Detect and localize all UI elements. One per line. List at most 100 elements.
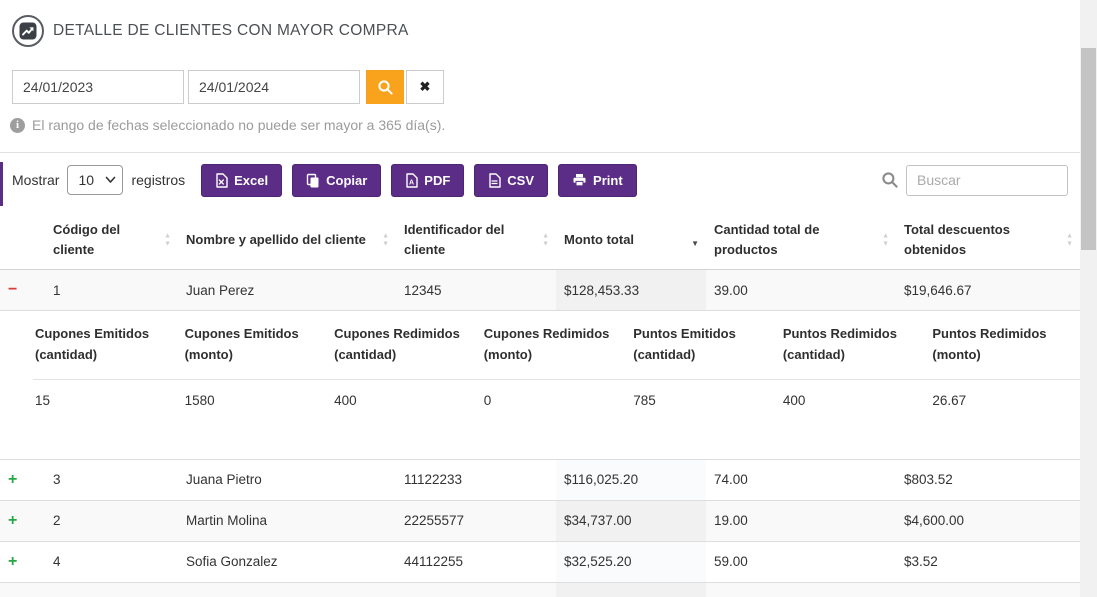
- cell-quantity: 39.00: [714, 282, 748, 298]
- show-label: Mostrar: [12, 172, 60, 188]
- detail-column-header: Cupones Emitidos (cantidad): [33, 311, 183, 380]
- date-range-note: El rango de fechas seleccionado no puede…: [10, 117, 1080, 133]
- coupon-points-detail-table: Cupones Emitidos (cantidad) Cupones Emit…: [33, 311, 1080, 421]
- detail-cell: 1580: [184, 392, 215, 408]
- column-header-nombre[interactable]: Nombre y apellido del cliente: [178, 211, 396, 271]
- detail-column-header: Cupones Emitidos (monto): [182, 311, 333, 380]
- table-row: 1 Juan Perez 12345 $128,453.33 39.00 $19…: [0, 269, 1080, 311]
- table-row: 3 Juana Pietro 11122233 $116,025.20 74.0…: [0, 459, 1080, 501]
- collapse-row-icon[interactable]: [8, 282, 17, 298]
- copy-icon: [306, 173, 320, 188]
- table-row: 2 Martin Molina 22255577 $34,737.00 19.0…: [0, 500, 1080, 542]
- search-dates-button[interactable]: [366, 70, 404, 104]
- detail-column-header: Cupones Redimidos (monto): [481, 311, 632, 380]
- column-header-codigo[interactable]: Código del cliente: [45, 211, 178, 271]
- info-text: El rango de fechas seleccionado no puede…: [32, 117, 446, 133]
- cell-identifier: 44112255: [404, 554, 464, 570]
- sort-icon: [542, 233, 549, 248]
- detail-cell: 785: [633, 392, 656, 408]
- cell-amount: $128,453.33: [556, 269, 706, 311]
- printer-icon: [572, 173, 587, 187]
- sort-icon: [1066, 233, 1073, 248]
- page-size-select[interactable]: 10: [67, 165, 124, 195]
- expand-row-icon[interactable]: [8, 554, 17, 570]
- page-size-value: 10: [78, 172, 95, 188]
- sort-desc-icon: [691, 232, 699, 248]
- page-title: DETALLE DE CLIENTES CON MAYOR COMPRA: [53, 22, 409, 39]
- cell-discounts: $19,646.67: [904, 282, 972, 298]
- column-header-descuentos[interactable]: Total descuentos obtenidos: [896, 211, 1080, 271]
- expand-column-header: [0, 211, 45, 271]
- export-button-label: Copiar: [326, 172, 368, 188]
- detail-column-header: Cupones Redimidos (cantidad): [332, 311, 482, 380]
- table-row: 4 Sofia Gonzalez 44112255 $32,525.20 59.…: [0, 541, 1080, 583]
- cell-identifier: 12345: [404, 282, 442, 298]
- svg-text:A: A: [409, 179, 414, 186]
- cell-identifier: 22255577: [404, 513, 465, 529]
- cell-quantity: 59.00: [714, 554, 748, 570]
- detail-values-row: 15 1580 400 0 785 400 26.67: [33, 379, 1080, 421]
- pdf-file-icon: A: [405, 172, 418, 188]
- cell-name: Martin Molina: [186, 513, 268, 529]
- detail-column-header: Puntos Emitidos (cantidad): [631, 311, 781, 380]
- expand-row-icon[interactable]: [8, 472, 17, 488]
- chart-line-icon: [12, 15, 44, 47]
- sort-icon: [882, 233, 889, 248]
- copy-button[interactable]: Copiar: [292, 163, 382, 197]
- cell-code: 10: [45, 582, 178, 597]
- search-icon: [881, 171, 899, 189]
- records-label: registros: [131, 172, 186, 188]
- detail-cell: 26.67: [932, 392, 967, 408]
- export-csv-button[interactable]: CSV: [474, 163, 549, 197]
- search-icon: [377, 79, 394, 96]
- cell-name: Juana Pietro: [186, 472, 262, 488]
- excel-file-icon: [215, 172, 228, 188]
- export-button-label: PDF: [424, 172, 451, 188]
- column-header-cantidad[interactable]: Cantidad total de productos: [706, 211, 896, 271]
- left-accent-bar: [0, 162, 3, 206]
- cell-discounts: $4,600.00: [904, 513, 965, 529]
- export-pdf-button[interactable]: A PDF: [391, 163, 465, 197]
- chevron-down-icon: [105, 176, 116, 184]
- export-button-label: CSV: [507, 172, 535, 188]
- column-header-monto[interactable]: Monto total: [556, 211, 706, 271]
- cell-identifier: 31289553: [396, 582, 556, 597]
- clear-dates-button[interactable]: [406, 70, 444, 104]
- detail-cell: 0: [483, 392, 492, 408]
- cell-discounts: $3.52: [904, 554, 938, 570]
- cell-quantity: 19.00: [714, 513, 748, 529]
- export-button-label: Print: [593, 172, 623, 188]
- cell-amount: $34,737.00: [556, 500, 706, 542]
- date-to-input[interactable]: [188, 70, 360, 104]
- cell-amount: $13,050.00: [556, 582, 706, 597]
- export-excel-button[interactable]: Excel: [201, 163, 283, 197]
- cell-code: 4: [53, 554, 61, 570]
- detail-header-row: Cupones Emitidos (cantidad) Cupones Emit…: [33, 311, 1080, 380]
- scrollbar-thumb[interactable]: [1081, 48, 1096, 250]
- detail-cell: 400: [334, 392, 357, 408]
- cell-code: 2: [53, 513, 61, 529]
- date-filter-bar: [12, 70, 1080, 104]
- print-button[interactable]: Print: [558, 163, 637, 197]
- date-from-input[interactable]: [12, 70, 184, 104]
- clients-table: Código del cliente Nombre y apellido del…: [0, 211, 1080, 597]
- cell-code: 1: [53, 282, 61, 298]
- search-input[interactable]: [906, 164, 1068, 196]
- csv-file-icon: [488, 172, 501, 188]
- expand-row-icon[interactable]: [8, 513, 17, 529]
- detail-cell: 15: [35, 392, 51, 408]
- page-header: DETALLE DE CLIENTES CON MAYOR COMPRA: [0, 0, 1080, 47]
- detail-column-header: Puntos Redimidos (monto): [930, 311, 1080, 380]
- cell-code: 3: [53, 472, 61, 488]
- cell-name: Lupe Luna: [178, 582, 396, 597]
- cell-quantity: 3.00: [706, 582, 896, 597]
- cell-name: Juan Perez: [186, 282, 255, 298]
- table-toolbar: Mostrar 10 registros Excel: [12, 163, 1080, 197]
- section-divider: [0, 152, 1080, 153]
- cell-name: Sofia Gonzalez: [186, 554, 278, 570]
- vertical-scrollbar[interactable]: [1080, 0, 1097, 597]
- table-row: 10 Lupe Luna 31289553 $13,050.00 3.00 $0…: [0, 582, 1080, 597]
- cell-amount: $116,025.20: [556, 459, 706, 501]
- column-header-identificador[interactable]: Identificador del cliente: [396, 211, 556, 271]
